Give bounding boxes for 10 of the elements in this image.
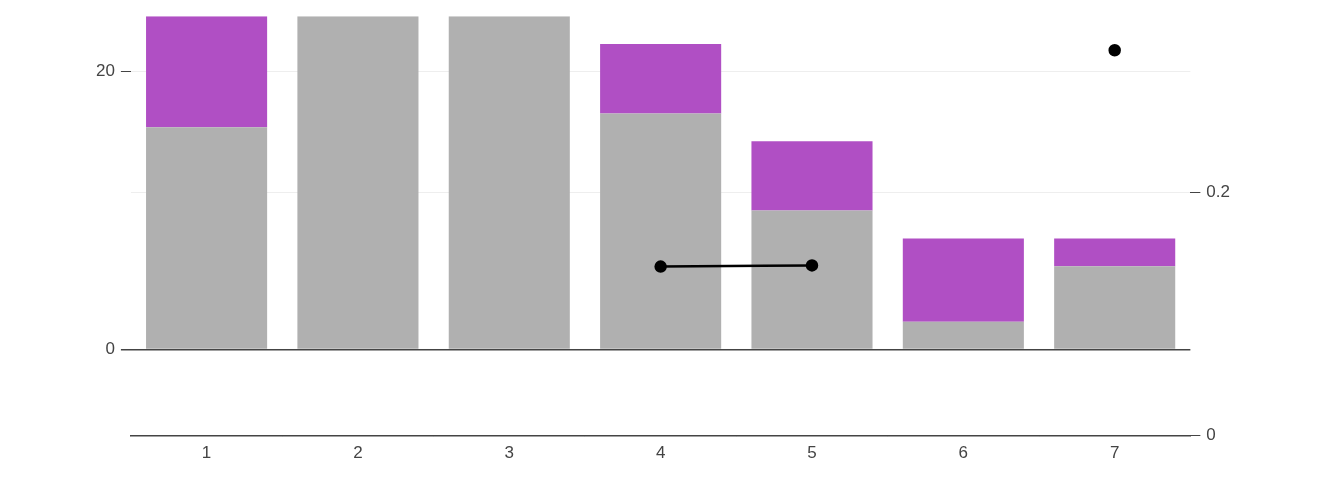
x-tick-label: 5	[807, 443, 817, 463]
x-tick-label: 3	[504, 443, 515, 463]
y2-tick-label: 0	[1206, 425, 1216, 445]
x-tick-label: 6	[958, 443, 969, 463]
y-tick-label: 20	[95, 61, 115, 81]
x-tick-label: 7	[1109, 443, 1120, 463]
x-tick-label: 2	[353, 443, 363, 463]
y2-tick-label: 0.2	[1206, 182, 1231, 202]
x-tick-label: 4	[655, 443, 666, 463]
x-tick-label: 1	[201, 443, 212, 463]
